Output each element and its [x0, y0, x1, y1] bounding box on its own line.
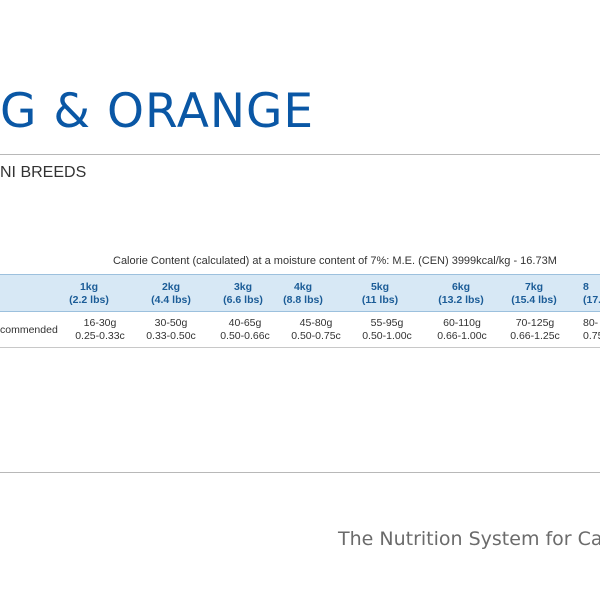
column-weight: 6kg [451, 281, 471, 293]
cell-cups: 0.66-1.25c [510, 330, 560, 342]
table-cell: 80- 0.75 [583, 317, 600, 343]
column-weight: 4kg [293, 281, 313, 293]
title-divider [0, 154, 600, 155]
cell-grams: 40-65g [228, 317, 262, 329]
cell-cups: 0.50-1.00c [362, 330, 412, 342]
table-cell: 16-30g 0.25-0.33c [63, 317, 137, 343]
product-title: G & ORANGE [0, 84, 315, 139]
cell-cups: 0.50-0.66c [220, 330, 270, 342]
column-lbs: (17. [583, 294, 600, 306]
table-cell: 45-80g 0.50-0.75c [279, 317, 353, 343]
row-label: commended [0, 324, 58, 336]
column-header: 1kg (2.2 lbs) [52, 281, 126, 307]
feeding-table-header: 1kg (2.2 lbs) 2kg (4.4 lbs) 3kg (6.6 lbs… [0, 274, 600, 312]
table-cell: 40-65g 0.50-0.66c [208, 317, 282, 343]
cell-grams: 70-125g [515, 317, 555, 329]
column-lbs: (8.8 lbs) [283, 294, 323, 306]
column-lbs: (11 lbs) [361, 294, 399, 306]
column-header: 6kg (13.2 lbs) [424, 281, 498, 307]
cell-grams: 45-80g [299, 317, 333, 329]
brand-tagline: The Nutrition System for Ca [338, 528, 600, 550]
column-header: 4kg (8.8 lbs) [266, 281, 340, 307]
column-weight: 1kg [79, 281, 99, 293]
table-cell: 55-95g 0.50-1.00c [350, 317, 424, 343]
column-lbs: (6.6 lbs) [223, 294, 263, 306]
column-weight: 7kg [524, 281, 544, 293]
column-weight: 8 [583, 281, 589, 293]
column-header: 3kg (6.6 lbs) [206, 281, 280, 307]
cell-grams: 60-110g [443, 317, 481, 329]
column-lbs: (13.2 lbs) [438, 294, 484, 306]
cell-grams: 16-30g [83, 317, 117, 329]
product-subtitle: NI BREEDS [0, 164, 87, 181]
cell-cups: 0.66-1.00c [437, 330, 487, 342]
column-header: 5kg (11 lbs) [343, 281, 417, 307]
column-lbs: (2.2 lbs) [69, 294, 109, 306]
cell-grams: 80- [583, 317, 599, 329]
column-weight: 2kg [161, 281, 181, 293]
cell-grams: 30-50g [154, 317, 188, 329]
column-weight: 5kg [370, 281, 390, 293]
cell-cups: 0.50-0.75c [291, 330, 341, 342]
footer-divider [0, 472, 600, 473]
cell-cups: 0.33-0.50c [146, 330, 196, 342]
cell-cups: 0.25-0.33c [75, 330, 125, 342]
column-header: 8 (17. [583, 281, 600, 307]
column-header: 7kg (15.4 lbs) [497, 281, 571, 307]
column-lbs: (4.4 lbs) [151, 294, 191, 306]
column-header: 2kg (4.4 lbs) [134, 281, 208, 307]
table-cell: 70-125g 0.66-1.25c [498, 317, 572, 343]
table-cell: 60-110g 0.66-1.00c [425, 317, 499, 343]
row-divider [0, 347, 600, 348]
column-lbs: (15.4 lbs) [511, 294, 557, 306]
cell-cups: 0.75 [583, 330, 600, 342]
table-cell: 30-50g 0.33-0.50c [134, 317, 208, 343]
column-weight: 3kg [233, 281, 253, 293]
calorie-content-note: Calorie Content (calculated) at a moistu… [113, 255, 557, 267]
cell-grams: 55-95g [370, 317, 404, 329]
